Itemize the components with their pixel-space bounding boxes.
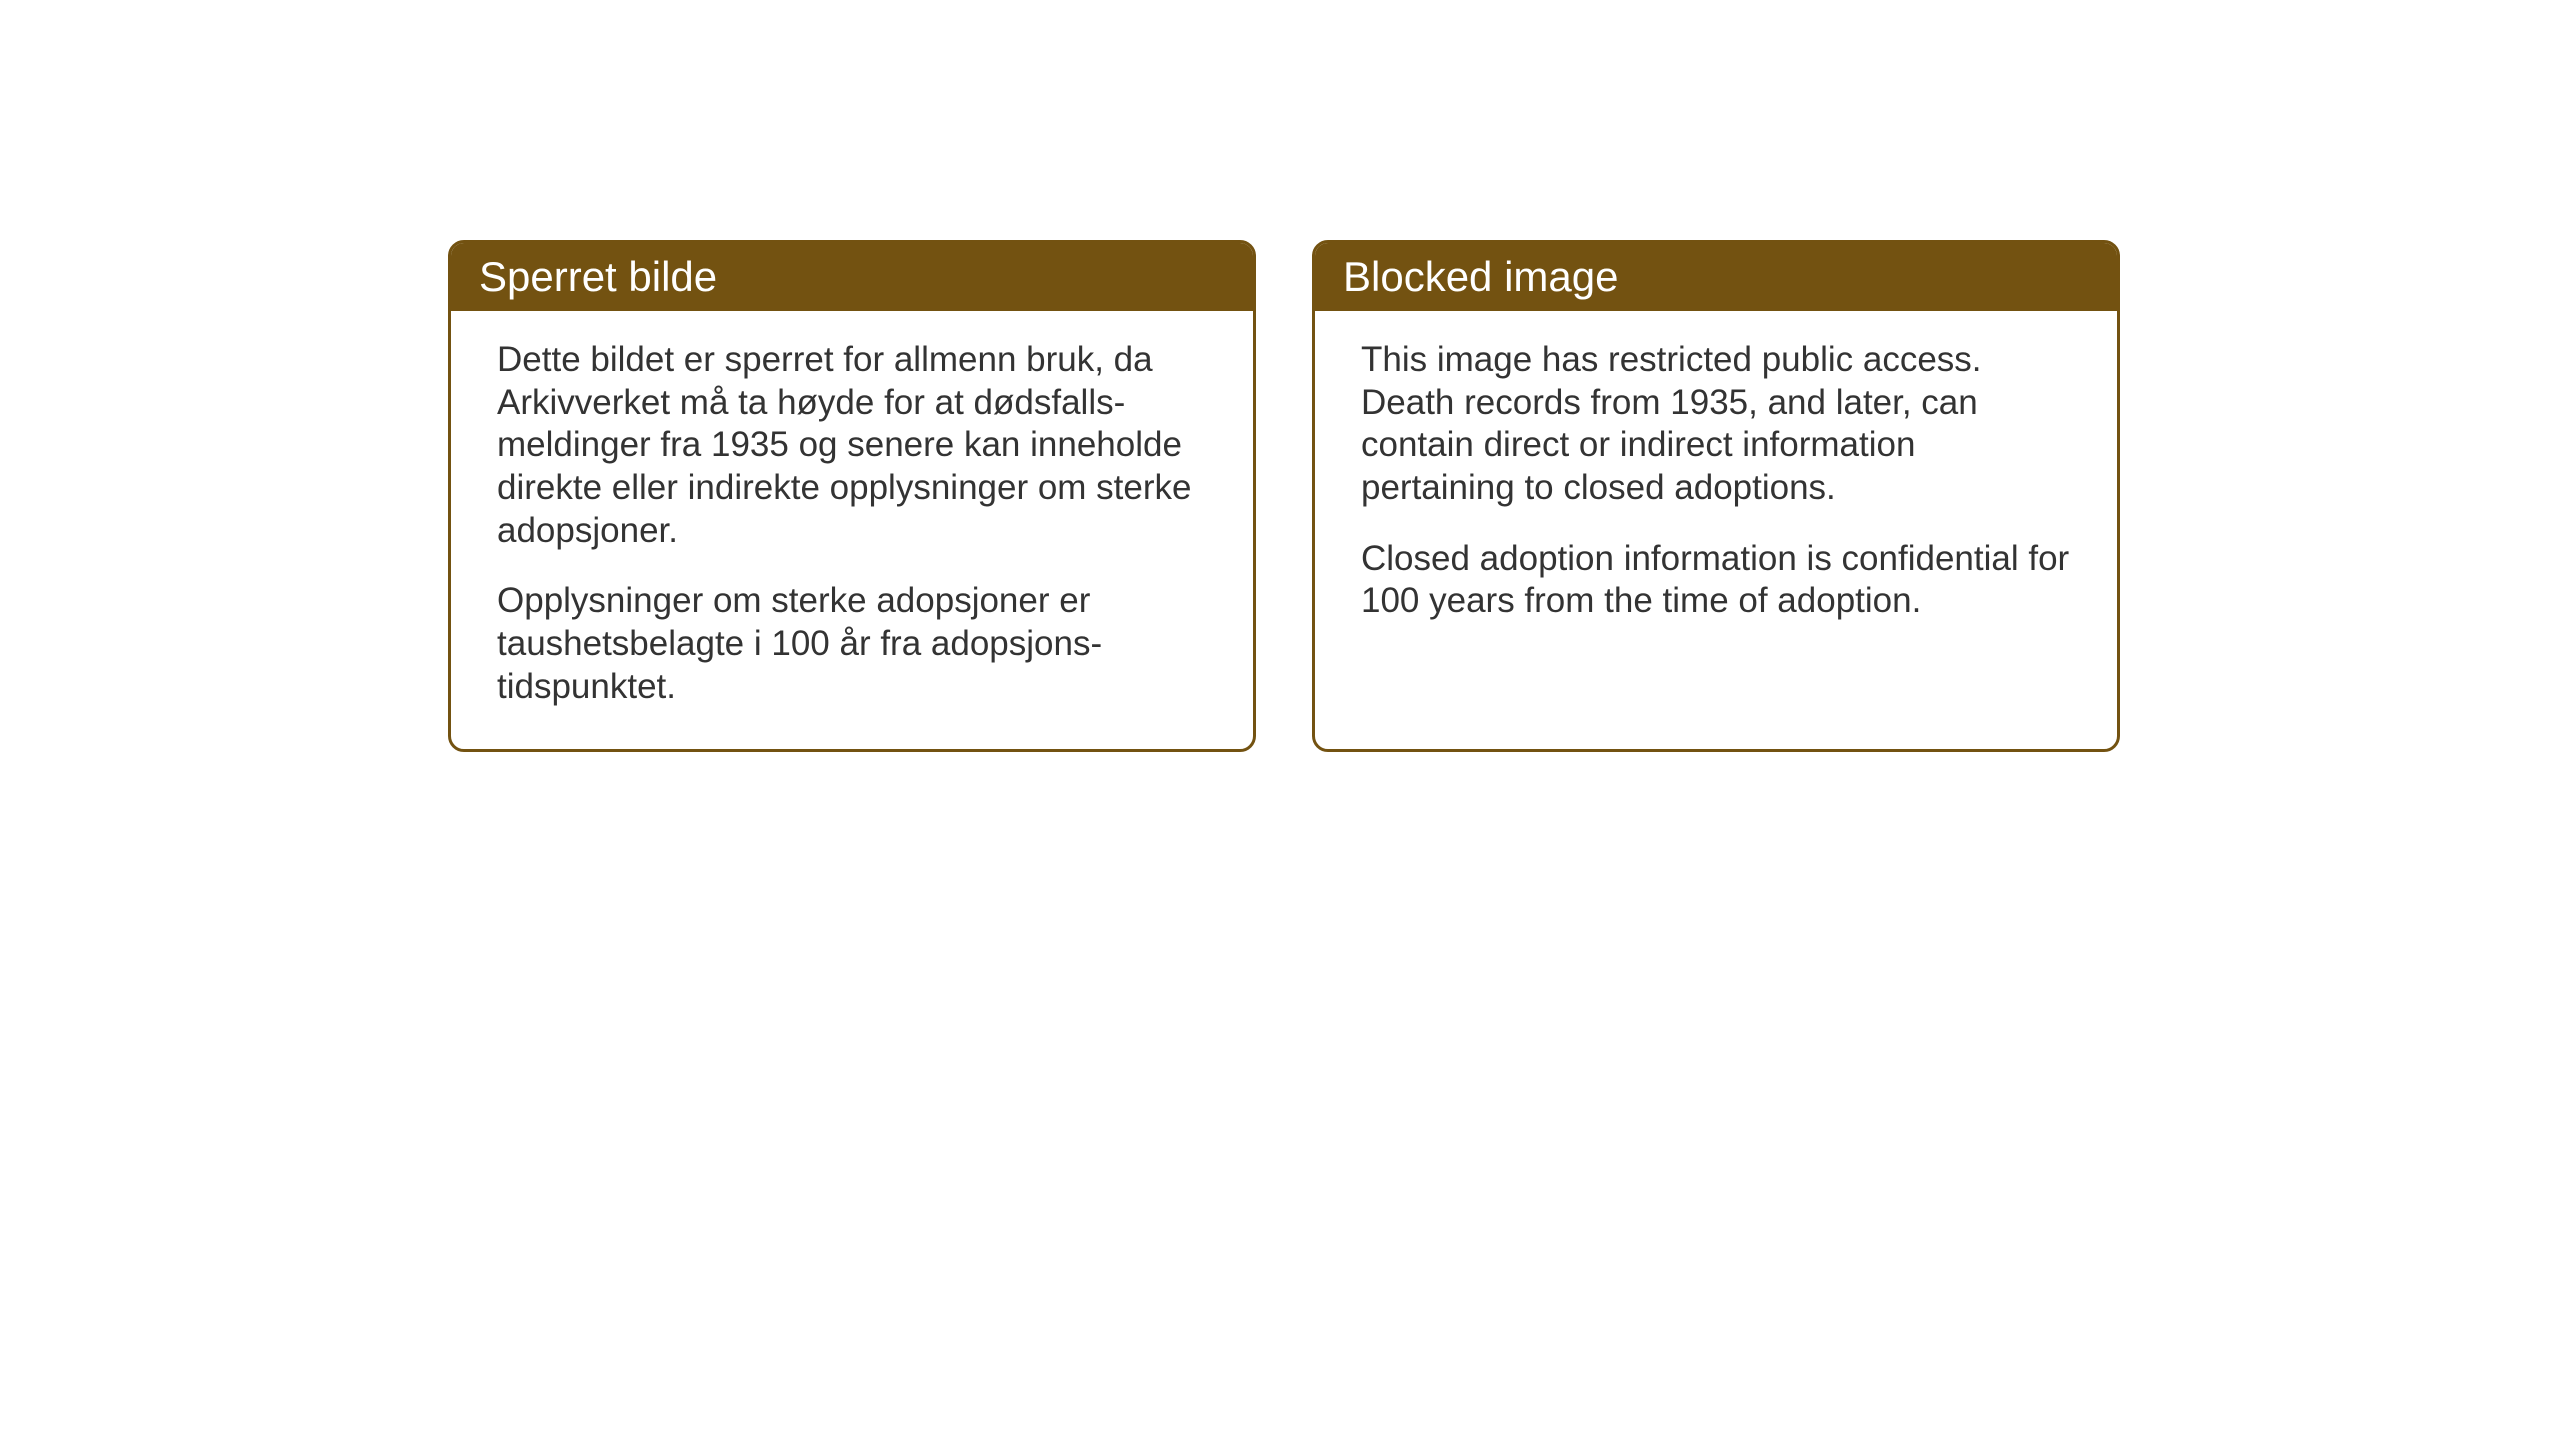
card-english-title: Blocked image: [1343, 253, 1618, 300]
cards-container: Sperret bilde Dette bildet er sperret fo…: [448, 240, 2120, 752]
card-norwegian-paragraph1: Dette bildet er sperret for allmenn bruk…: [497, 339, 1207, 552]
card-english-body: This image has restricted public access.…: [1315, 311, 2117, 663]
card-english-paragraph2: Closed adoption information is confident…: [1361, 538, 2071, 623]
card-norwegian-title: Sperret bilde: [479, 253, 717, 300]
card-norwegian-paragraph2: Opplysninger om sterke adopsjoner er tau…: [497, 580, 1207, 708]
card-english: Blocked image This image has restricted …: [1312, 240, 2120, 752]
card-english-header: Blocked image: [1315, 243, 2117, 311]
card-norwegian-header: Sperret bilde: [451, 243, 1253, 311]
card-norwegian: Sperret bilde Dette bildet er sperret fo…: [448, 240, 1256, 752]
card-norwegian-body: Dette bildet er sperret for allmenn bruk…: [451, 311, 1253, 749]
card-english-paragraph1: This image has restricted public access.…: [1361, 339, 2071, 510]
